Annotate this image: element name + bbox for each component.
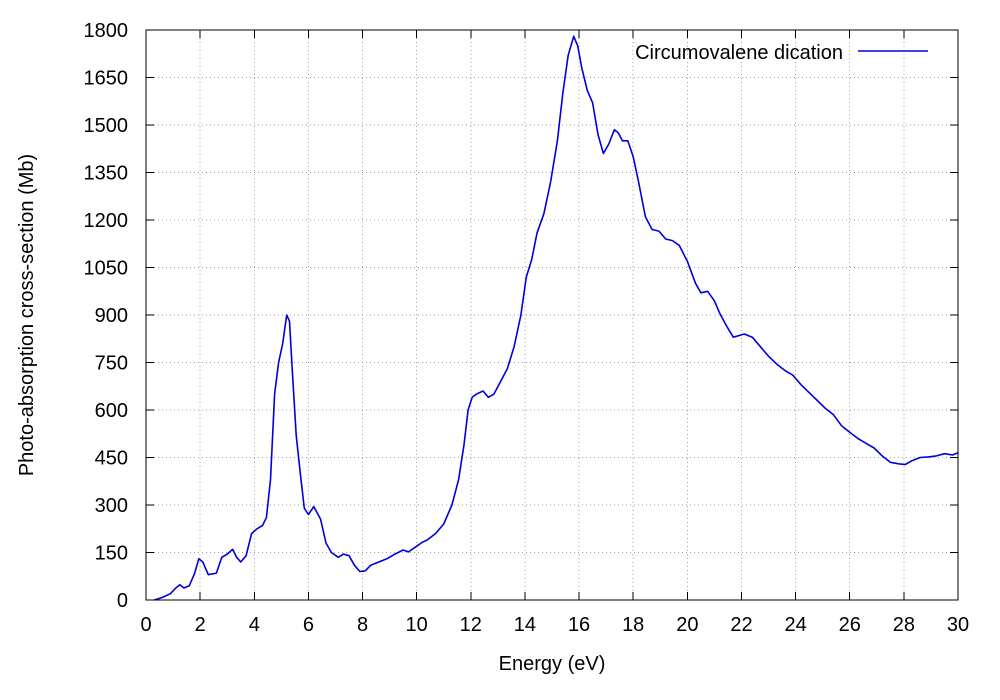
x-tick-label: 30 xyxy=(947,614,969,636)
y-tick-label: 1500 xyxy=(84,115,129,137)
y-axis-title: Photo-absorption cross-section (Mb) xyxy=(16,154,38,476)
series-line xyxy=(153,35,959,601)
x-tick-label: 18 xyxy=(622,614,644,636)
x-tick-label: 0 xyxy=(140,614,151,636)
series-layer xyxy=(153,35,959,601)
y-tick-label: 450 xyxy=(95,448,128,470)
x-tick-label: 2 xyxy=(195,614,206,636)
x-tick-label: 16 xyxy=(568,614,590,636)
y-tick-label: 1650 xyxy=(84,68,129,90)
legend-label: Circumovalene dication xyxy=(635,42,843,64)
legend: Circumovalene dication xyxy=(635,42,928,64)
x-tick-label: 22 xyxy=(730,614,752,636)
grid xyxy=(146,30,958,600)
x-tick-label: 20 xyxy=(676,614,698,636)
x-tick-label: 4 xyxy=(249,614,260,636)
x-tick-label: 8 xyxy=(357,614,368,636)
x-tick-label: 6 xyxy=(303,614,314,636)
y-tick-label: 150 xyxy=(95,543,128,565)
x-axis-title: Energy (eV) xyxy=(499,653,606,675)
plot-frame xyxy=(145,29,959,601)
x-tick-label: 12 xyxy=(460,614,482,636)
y-tick-label: 1350 xyxy=(84,163,129,185)
y-tick-label: 900 xyxy=(95,305,128,327)
x-tick-label: 28 xyxy=(893,614,915,636)
x-tick-label: 14 xyxy=(514,614,536,636)
tick-labels: 0 2 4 6 8 10 12 14 16 18 20 22 24 26 28 300150300450600… xyxy=(84,20,970,636)
y-tick-label: 0 xyxy=(117,590,128,612)
y-tick-label: 600 xyxy=(95,400,128,422)
y-tick-label: 1800 xyxy=(84,20,129,42)
x-tick-label: 26 xyxy=(839,614,861,636)
y-tick-label: 1200 xyxy=(84,210,129,232)
y-tick-label: 300 xyxy=(95,495,128,517)
x-tick-label: 10 xyxy=(406,614,428,636)
y-tick-label: 1050 xyxy=(84,258,129,280)
y-tick-label: 750 xyxy=(95,353,128,375)
x-tick-label: 24 xyxy=(784,614,806,636)
